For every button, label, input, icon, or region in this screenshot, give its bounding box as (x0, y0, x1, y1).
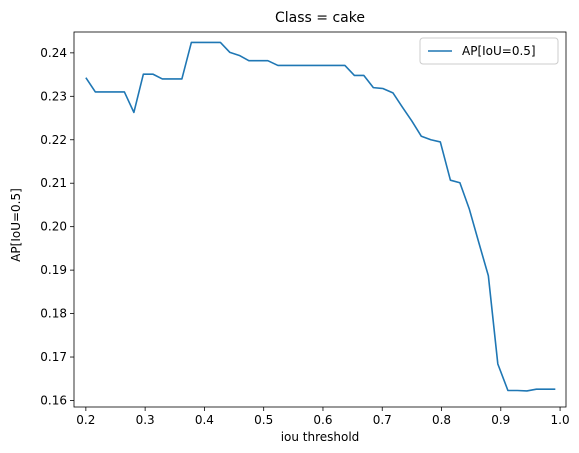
y-tick-label: 0.19 (40, 263, 67, 277)
y-tick-label: 0.21 (40, 176, 67, 190)
legend: AP[IoU=0.5] (419, 37, 559, 65)
y-tick-label: 0.17 (40, 350, 67, 364)
x-axis: 0.2 0.3 0.4 0.5 0.6 0.7 0.8 0.9 1.0 (76, 407, 570, 427)
x-tick-label: 0.4 (195, 413, 214, 427)
x-tick-label: 0.8 (432, 413, 451, 427)
x-tick-label: 0.2 (76, 413, 95, 427)
x-tick-label: 0.5 (254, 413, 273, 427)
x-tick-label: 1.0 (551, 413, 570, 427)
y-tick-label: 0.24 (40, 46, 67, 60)
x-axis-label: iou threshold (281, 430, 360, 444)
chart-title: Class = cake (275, 10, 365, 26)
plot-frame (73, 31, 567, 408)
x-tick-label: 0.6 (313, 413, 332, 427)
x-tick-label: 0.9 (491, 413, 510, 427)
series-layer (85, 41, 556, 392)
y-tick-label: 0.23 (40, 89, 67, 103)
legend-box (419, 37, 559, 65)
y-tick-label: 0.22 (40, 133, 67, 147)
series-line-0 (85, 41, 556, 392)
y-tick-label: 0.20 (40, 220, 67, 234)
y-axis: 0.16 0.17 0.18 0.19 0.20 0.21 0.22 0.23 0.24 (40, 46, 74, 407)
y-axis-label: AP[IoU=0.5] (9, 188, 23, 262)
y-tick-label: 0.18 (40, 307, 67, 321)
x-tick-label: 0.7 (373, 413, 392, 427)
x-tick-label: 0.3 (136, 413, 155, 427)
legend-label: AP[IoU=0.5] (462, 44, 536, 58)
y-tick-label: 0.16 (40, 393, 67, 407)
